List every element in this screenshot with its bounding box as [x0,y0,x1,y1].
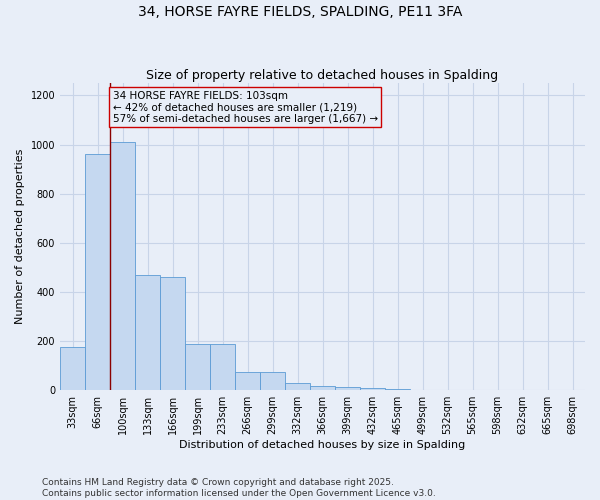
Bar [185,344,210,390]
Bar [335,388,360,390]
Bar [210,344,235,390]
Bar [260,372,285,390]
Text: 34, HORSE FAYRE FIELDS, SPALDING, PE11 3FA: 34, HORSE FAYRE FIELDS, SPALDING, PE11 3… [138,5,462,19]
Bar [385,389,410,390]
Bar [310,386,335,390]
Y-axis label: Number of detached properties: Number of detached properties [15,149,25,324]
Bar [235,372,260,390]
Bar [160,277,185,390]
Text: 34 HORSE FAYRE FIELDS: 103sqm
← 42% of detached houses are smaller (1,219)
57% o: 34 HORSE FAYRE FIELDS: 103sqm ← 42% of d… [113,90,377,124]
Bar [85,154,110,390]
Bar [135,275,160,390]
Bar [360,388,385,390]
Text: Contains HM Land Registry data © Crown copyright and database right 2025.
Contai: Contains HM Land Registry data © Crown c… [42,478,436,498]
X-axis label: Distribution of detached houses by size in Spalding: Distribution of detached houses by size … [179,440,466,450]
Title: Size of property relative to detached houses in Spalding: Size of property relative to detached ho… [146,69,499,82]
Bar [60,347,85,390]
Bar [110,142,135,390]
Bar [285,384,310,390]
